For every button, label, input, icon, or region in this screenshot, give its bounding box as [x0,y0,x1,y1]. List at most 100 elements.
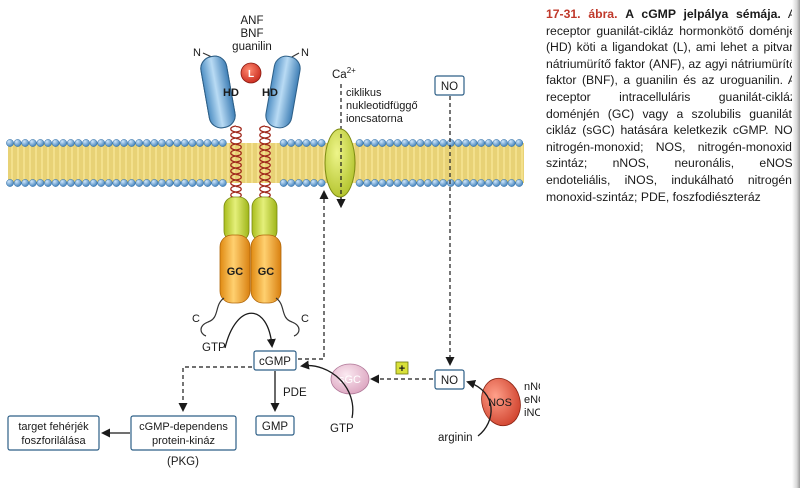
phospholipid-head [89,139,98,147]
phospholipid-head [492,139,501,147]
phospholipid-head [363,179,372,187]
cgmp-to-channel-arrow [298,190,329,360]
phospholipid-head [36,179,45,187]
phospholipid-head [378,139,387,147]
phospholipid-head [469,139,478,147]
phospholipid-head [21,139,30,147]
cgmp-to-pkg-arrow [178,366,252,412]
phospholipid-head [97,139,106,147]
transmembrane-helix-left [230,125,242,199]
phospholipid-head [211,139,220,147]
phospholipid-head [6,179,14,187]
phospholipid-head [317,139,326,147]
no-box-top [434,75,465,96]
phospholipid-head [302,139,311,147]
phospholipid-head [165,139,174,147]
phospholipid-head [446,139,455,147]
phospholipid-head [477,179,486,187]
cgmp-box [253,350,297,371]
phospholipid-head [317,179,326,187]
phospholipid-head [36,139,45,147]
phospholipid-head [104,179,113,187]
phospholipid-head [416,139,425,147]
phospholipid-head [51,179,60,187]
cyclic-nucleotide-gated-channel: Ca2+ ciklikus nukleotidfüggő ioncsatorna [324,66,418,208]
pkg-abbr: (PKG) [167,456,199,468]
transmembrane-helix-right [259,125,271,199]
phospholipid-head [196,139,204,147]
phospholipid-head [401,139,410,147]
membrane-heads-outer [6,139,524,147]
phospholipid-head [89,179,98,187]
phospholipid-head [378,179,387,187]
no-box-mid [434,369,465,390]
phospholipid-head [112,179,121,187]
phospholipid-head [302,179,311,187]
phospholipid-head [492,179,501,187]
hd-domain-left-fill [200,55,236,129]
phospholipid-head [386,139,394,147]
phospholipid-head [507,139,516,147]
caption-number: 17-31. ábra. [546,7,618,21]
phospholipid-head [82,139,90,147]
phospholipid-head [454,179,463,187]
calcium-ion: Ca2+ [332,66,356,81]
phospholipid-head [355,139,364,147]
channel-label-line2: nukleotidfüggő [346,100,418,112]
phospholipid-head [287,139,296,147]
phospholipid-head [173,139,182,147]
channel-label-line3: ioncsatorna [346,113,404,125]
phospholipid-head [363,139,372,147]
phospholipid-head [13,139,22,147]
phospholipid-head [188,179,197,187]
nos-type-enos: eNOS [524,394,540,406]
phospholipid-head [51,139,60,147]
page-edge-shadow [792,0,800,488]
cgmp-pathway-diagram: ANF BNF guanilin N N HD HD L GC GC C C [6,15,540,468]
phospholipid-head [28,139,37,147]
ligand-bnf: BNF [241,28,264,40]
cgmp-label: cGMP [259,356,291,368]
phospholipid-head [135,139,144,147]
nos-label: NOS [488,397,512,409]
n-terminal-left: N [193,47,201,59]
phospholipid-head [142,139,151,147]
target-box [7,415,100,451]
phospholipid-head [424,139,432,147]
phospholipid-head [112,139,121,147]
hd-label-right: HD [262,87,278,99]
phospholipid-head [13,179,22,187]
phospholipid-head [173,179,182,187]
phospholipid-head [74,139,83,147]
target-line1: target fehérjék [18,421,89,433]
phospholipid-head [454,139,463,147]
phospholipid-head [21,179,30,187]
phospholipid-head [287,179,296,187]
nos-type-nnos: nNOS [524,381,540,393]
phospholipid-head [500,179,508,187]
phospholipid-head [370,179,379,187]
phospholipid-head [401,179,410,187]
phospholipid-head [408,179,417,187]
phospholipid-head [310,139,318,147]
phospholipid-head [393,139,402,147]
phospholipid-head [104,139,113,147]
phospholipid-head [142,179,151,187]
phospholipid-head [439,179,448,187]
arginine-to-no-curve [466,379,492,437]
phospholipid-head [120,179,128,187]
gc-label-left: GC [227,266,244,278]
phospholipid-head [44,139,52,147]
phospholipid-head [218,179,227,187]
phospholipid-head [158,139,166,147]
phospholipid-head [515,139,524,147]
hd-label-left: HD [223,87,239,99]
phospholipid-head [203,179,212,187]
nos-type-inos: iNOS [524,407,540,419]
pkg-line2: protein-kináz [152,435,215,447]
phospholipid-head [158,179,166,187]
gmp-label: GMP [262,421,289,433]
phospholipid-head [150,139,159,147]
kinase-homology-domain-left [223,196,250,242]
channel-label-line1: ciklikus [346,87,382,99]
